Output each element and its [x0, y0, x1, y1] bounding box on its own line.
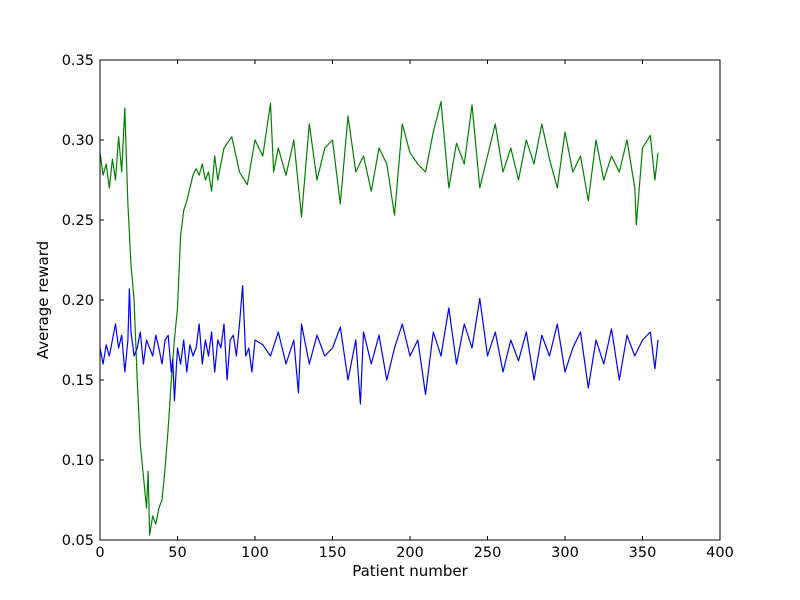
- x-tick-label: 150: [319, 545, 347, 561]
- x-tick-label: 300: [551, 545, 579, 561]
- x-axis-label: Patient number: [352, 562, 468, 580]
- y-axis-label: Average reward: [34, 241, 52, 359]
- y-tick-label: 0.10: [62, 453, 94, 469]
- x-tick-label: 250: [474, 545, 502, 561]
- series-line-1: [99, 100, 659, 536]
- ticks-layer: 0 50 100 150 200 250 300 350 400 0.05 0.10 0.15 0.20…: [62, 53, 734, 561]
- x-tick-label: 100: [241, 545, 269, 561]
- series-layer: [99, 100, 659, 536]
- y-tick-label: 0.05: [62, 533, 94, 549]
- x-tick-label: 400: [706, 545, 734, 561]
- series-line-2: [99, 285, 659, 405]
- y-tick-label: 0.35: [62, 53, 94, 69]
- y-tick-label: 0.25: [62, 213, 94, 229]
- x-tick-label: 350: [629, 545, 657, 561]
- x-tick-label: 0: [95, 545, 104, 561]
- y-tick-label: 0.15: [62, 373, 94, 389]
- y-tick-label: 0.20: [62, 293, 94, 309]
- x-tick-label: 200: [396, 545, 424, 561]
- y-tick-label: 0.30: [62, 133, 94, 149]
- x-tick-label: 50: [168, 545, 186, 561]
